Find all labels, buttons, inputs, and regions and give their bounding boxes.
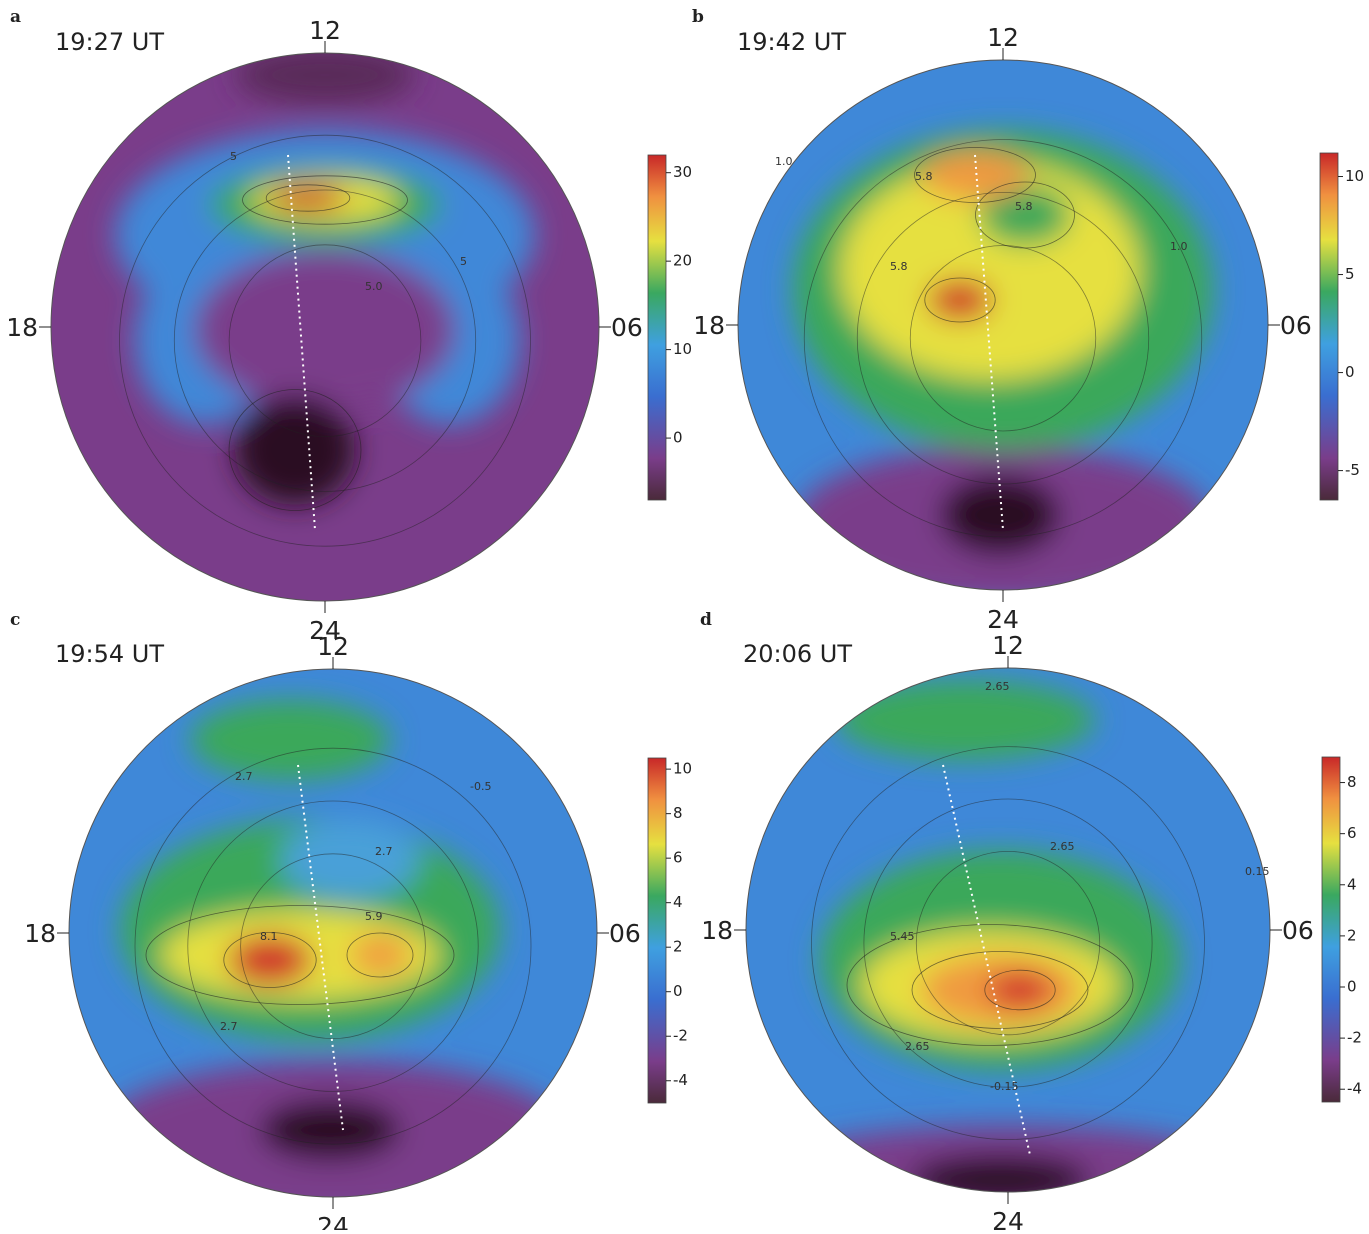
polar-map — [746, 668, 1270, 1225]
polar-map — [69, 669, 597, 1220]
color-blob — [260, 1100, 400, 1160]
contour-label: 5.45 — [890, 930, 915, 943]
figure: 55.05a19:27 UT1224180601020301.05.85.85.… — [0, 0, 1369, 1230]
clock-label: 06 — [1282, 916, 1314, 945]
colorbar-tick-label: 0 — [673, 429, 683, 447]
contour-label: 2.7 — [375, 845, 393, 858]
contour-label: -0.5 — [470, 780, 491, 793]
clock-label: 06 — [609, 919, 641, 948]
colorbar-tick-label: 8 — [673, 804, 683, 822]
clock-label: 18 — [6, 313, 38, 342]
contour-label: -0.15 — [990, 1080, 1018, 1093]
colorbar — [648, 155, 666, 500]
clock-label: 12 — [987, 23, 1019, 52]
colorbar-tick-label: 10 — [1345, 167, 1364, 185]
colorbar-tick-label: 4 — [1347, 875, 1357, 893]
colorbar-tick-label: -5 — [1345, 461, 1360, 479]
colorbar-tick-label: 4 — [673, 893, 683, 911]
color-blob — [350, 935, 410, 975]
contour-label: 2.7 — [235, 770, 253, 783]
colorbar-tick-label: 0 — [1345, 363, 1355, 381]
colorbar-tick-label: 8 — [1347, 773, 1357, 791]
colorbar-tick-label: -4 — [1347, 1080, 1362, 1098]
colorbar — [1322, 757, 1340, 1102]
color-blob — [195, 250, 455, 410]
colorbar-tick-label: 30 — [673, 163, 692, 181]
color-field — [793, 130, 1213, 605]
color-blob — [835, 680, 1095, 760]
colorbar-tick-label: -2 — [673, 1027, 688, 1045]
panel-letter: c — [10, 610, 20, 630]
contour-label: 5.0 — [365, 280, 383, 293]
clock-label: 12 — [309, 16, 341, 45]
panel-letter: a — [10, 7, 21, 27]
contour-label: 5.9 — [365, 910, 383, 923]
color-blob — [235, 45, 415, 105]
contour-label: 1.0 — [1170, 240, 1188, 253]
contour-label: 2.65 — [985, 680, 1010, 693]
contour-label: 5.8 — [1015, 200, 1033, 213]
colorbar-tick-label: -2 — [1347, 1029, 1362, 1047]
contour-label: 5 — [460, 255, 467, 268]
clock-label: 06 — [1280, 311, 1312, 340]
time-label: 19:27 UT — [55, 28, 164, 56]
panel-letter: d — [700, 610, 712, 630]
colorbar-tick-label: 2 — [1347, 926, 1357, 944]
colorbar-tick-label: 20 — [673, 252, 692, 270]
clock-label: 06 — [611, 313, 643, 342]
colorbar-tick-label: 6 — [673, 849, 683, 867]
colorbar-tick-label: 2 — [673, 938, 683, 956]
clock-label: 12 — [317, 632, 349, 661]
color-blob — [190, 700, 390, 780]
colorbar-tick-label: 0 — [673, 982, 683, 1000]
contour-label: 2.65 — [905, 1040, 930, 1053]
color-blob — [910, 1155, 1090, 1205]
contour-label: 5.8 — [915, 170, 933, 183]
colorbar-tick-label: 5 — [1345, 265, 1355, 283]
contour-label: 2.7 — [220, 1020, 238, 1033]
colorbar — [648, 758, 666, 1103]
clock-label: 18 — [693, 311, 725, 340]
polar-map — [51, 45, 599, 601]
colorbar-tick-label: 10 — [673, 760, 692, 778]
time-label: 19:54 UT — [55, 640, 164, 668]
panel-letter: b — [692, 7, 704, 27]
color-blob — [270, 186, 346, 210]
color-blob — [940, 475, 1060, 555]
colorbar — [1320, 153, 1338, 500]
color-blob — [928, 280, 992, 320]
time-label: 19:42 UT — [737, 28, 846, 56]
contour-label: 5 — [230, 150, 237, 163]
clock-label: 24 — [317, 1212, 349, 1230]
colorbar-tick-label: 0 — [1347, 978, 1357, 996]
contour-label: 0.15 — [1245, 865, 1270, 878]
color-blob — [280, 820, 420, 900]
clock-label: 18 — [24, 919, 56, 948]
colorbar-tick-label: 10 — [673, 340, 692, 358]
clock-label: 18 — [701, 916, 733, 945]
color-blob — [988, 972, 1052, 1008]
contour-label: 8.1 — [260, 930, 278, 943]
contour-label: 5.8 — [890, 260, 908, 273]
clock-label: 12 — [992, 631, 1024, 660]
contour-label: 2.65 — [1050, 840, 1075, 853]
time-label: 20:06 UT — [743, 640, 852, 668]
clock-label: 24 — [987, 605, 1019, 634]
polar-map — [738, 60, 1268, 605]
contour-label: 1.0 — [775, 155, 793, 168]
clock-label: 24 — [992, 1207, 1024, 1230]
colorbar-tick-label: 6 — [1347, 824, 1357, 842]
colorbar-tick-label: -4 — [673, 1071, 688, 1089]
